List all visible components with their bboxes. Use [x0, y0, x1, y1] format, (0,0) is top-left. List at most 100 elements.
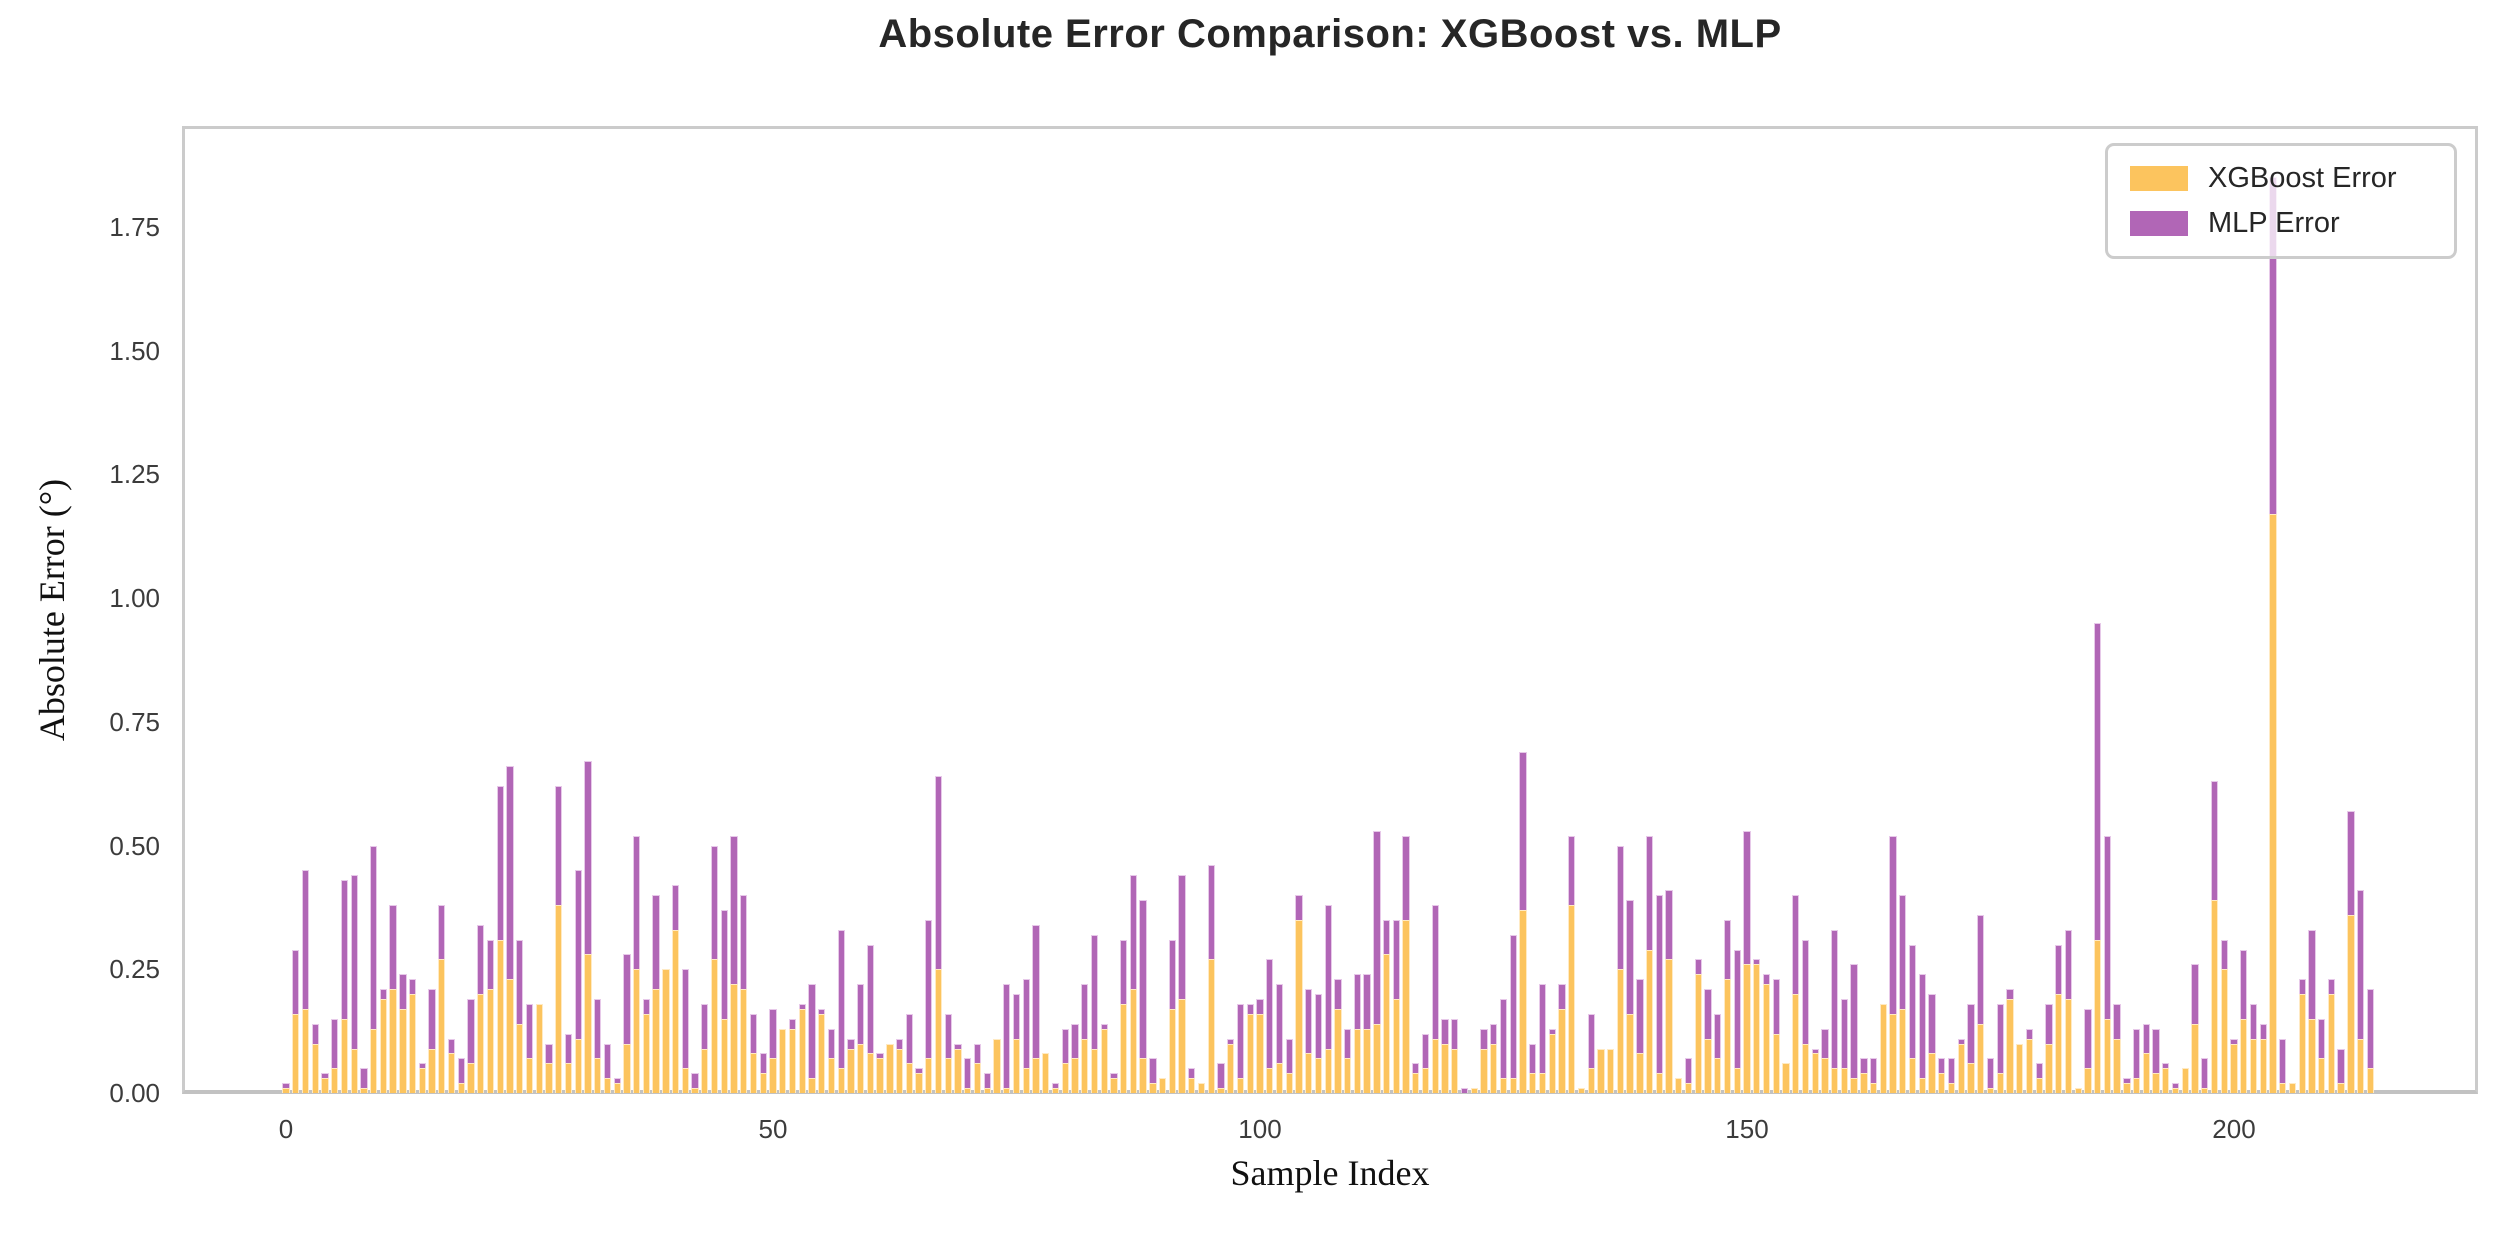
xgb-bar: [866, 1053, 875, 1093]
xgb-bar: [895, 1048, 904, 1093]
xgb-bar: [1178, 999, 1186, 1093]
xgb-bar: [1675, 1078, 1683, 1093]
xgb-bar: [2327, 994, 2336, 1093]
xgb-bar: [964, 1088, 972, 1093]
mlp-bar: [603, 1043, 612, 1093]
mlp-bar: [1733, 949, 1741, 1093]
xgb-bar: [2152, 1073, 2160, 1093]
xgb-bar: [360, 1088, 368, 1093]
xgb-bar: [1402, 919, 1410, 1094]
xgb-bar: [1714, 1058, 1722, 1093]
mlp-bar: [2308, 929, 2316, 1093]
xgb-bar: [1470, 1088, 1478, 1093]
mlp-bar: [1986, 1058, 1995, 1093]
mlp-bar: [1947, 1058, 1956, 1093]
xgb-bar: [1236, 1078, 1245, 1093]
xgb-bar: [1597, 1048, 1605, 1093]
xgb-bar: [1850, 1078, 1858, 1093]
xgb-bar: [2025, 1038, 2034, 1093]
xgb-bar: [2249, 1038, 2258, 1093]
xgb-bar: [876, 1058, 884, 1093]
mlp-bar: [837, 929, 845, 1093]
xgb-bar: [1967, 1063, 1975, 1093]
mlp-bar: [1217, 1063, 1225, 1093]
xgb-bar: [1110, 1078, 1118, 1093]
xgb-bar: [350, 1048, 358, 1093]
mlp-bar: [574, 870, 582, 1094]
xgb-bar: [857, 1043, 865, 1093]
xgb-bar: [652, 989, 660, 1093]
mlp-bar: [1869, 1058, 1878, 1093]
xgb-bar: [1577, 1088, 1586, 1093]
mlp-bar: [1003, 984, 1011, 1093]
xgb-bar: [477, 994, 485, 1093]
xgb-bar: [555, 904, 563, 1093]
mlp-bar: [2152, 1028, 2160, 1094]
mlp-bar: [2103, 835, 2112, 1093]
mlp-bar: [2366, 989, 2375, 1093]
xgb-bar: [2132, 1078, 2141, 1093]
xgb-bar: [662, 969, 670, 1094]
xgb-bar: [1908, 1058, 1917, 1093]
mlp-bar: [623, 954, 631, 1093]
xgb-bar: [1529, 1073, 1537, 1093]
xgb-bar: [1022, 1068, 1030, 1094]
xgb-bar: [1986, 1088, 1995, 1093]
xgb-bar: [1636, 1053, 1644, 1093]
xgb-bar: [1704, 1038, 1712, 1093]
mlp-bar: [1061, 1028, 1069, 1094]
mlp-bar: [457, 1058, 465, 1093]
xgb-bar: [1733, 1068, 1741, 1094]
xgb-bar: [973, 1063, 982, 1093]
xgb-bar: [408, 994, 417, 1093]
xgb-bar: [1558, 1008, 1566, 1094]
xgb-bar: [632, 969, 641, 1094]
xgb-bar: [1499, 1078, 1508, 1093]
xgb-bar: [2055, 994, 2063, 1093]
xgb-bar: [1324, 1048, 1332, 1093]
xgb-bar: [1548, 1033, 1556, 1093]
xgb-bar: [613, 1083, 621, 1093]
mlp-bar: [2132, 1028, 2141, 1094]
xgb-bar: [1957, 1043, 1965, 1093]
mlp-bar: [360, 1068, 368, 1094]
mlp-bar: [905, 1013, 914, 1093]
xgb-bar: [671, 929, 680, 1093]
mlp-bar: [701, 1003, 709, 1093]
mlp-bar: [1509, 934, 1517, 1093]
mlp-bar: [2093, 622, 2102, 1094]
xgb-bar: [1421, 1068, 1430, 1094]
xgb-bar: [2259, 1038, 2267, 1093]
mlp-bar: [331, 1018, 339, 1094]
xgb-bar: [1275, 1063, 1284, 1093]
xgb-bar: [2142, 1053, 2150, 1093]
xgb-bar: [749, 1053, 758, 1093]
mlp-bar: [350, 875, 358, 1093]
mlp-bar: [1899, 895, 1907, 1093]
xgb-bar: [642, 1013, 651, 1093]
xgb-bar: [1188, 1078, 1196, 1093]
xgb-bar: [788, 1028, 797, 1094]
xgb-bar: [1119, 1003, 1128, 1093]
mlp-bar: [1529, 1043, 1537, 1093]
xgb-bar: [467, 1063, 475, 1093]
mlp-bar: [925, 919, 933, 1094]
mlp-bar: [1714, 1013, 1722, 1093]
xgb-bar: [2171, 1088, 2180, 1093]
x-tick-label: 50: [758, 1114, 788, 1144]
xgb-bar: [1363, 1028, 1371, 1094]
xgb-bar: [1684, 1083, 1693, 1093]
xgb-bar: [516, 1023, 524, 1093]
mlp-bar: [1996, 1003, 2004, 1093]
xgb-bar: [847, 1048, 855, 1093]
mlp-bar: [1538, 984, 1547, 1093]
mlp-bar: [866, 944, 875, 1093]
xgb-bar: [1879, 1003, 1888, 1093]
chart-title: Absolute Error Comparison: XGBoost vs. M…: [878, 12, 1782, 56]
xgb-bar: [447, 1053, 456, 1093]
xgb-bar: [1353, 1028, 1362, 1094]
xgb-bar: [905, 1063, 914, 1093]
xgb-bar: [2123, 1083, 2131, 1093]
xgb-bar: [1840, 1068, 1849, 1094]
xgb-bar: [428, 1048, 436, 1093]
